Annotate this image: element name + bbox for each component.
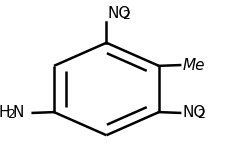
Text: 2: 2 [197,108,205,121]
Text: NO: NO [107,6,131,21]
Text: 2: 2 [7,108,15,121]
Text: H: H [0,105,10,120]
Text: N: N [13,105,24,120]
Text: 2: 2 [122,9,130,22]
Text: NO: NO [182,105,206,120]
Text: Me: Me [182,58,205,73]
